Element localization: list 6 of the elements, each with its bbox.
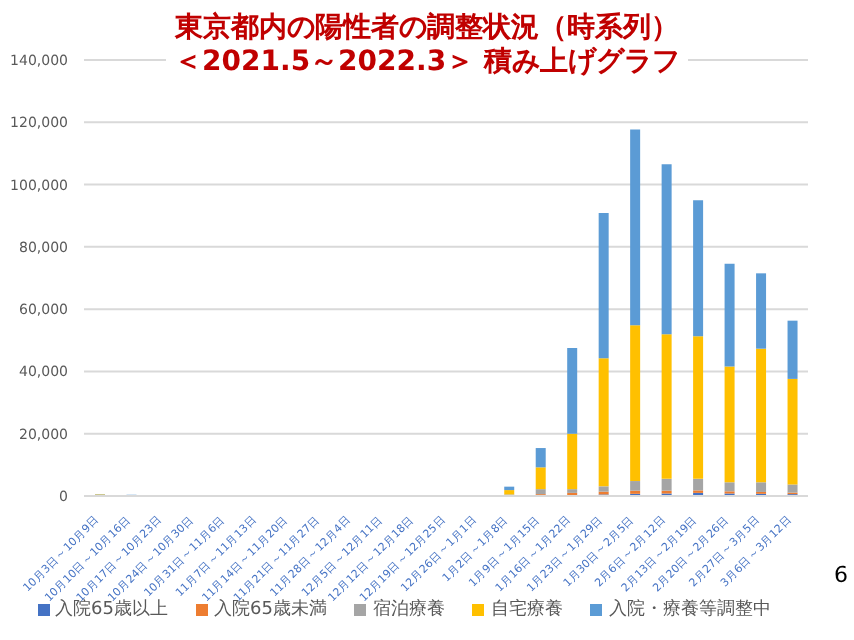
text: 6 (834, 562, 848, 588)
chart-subtitle: ＜2021.5～2022.3＞ 積み上げグラフ (166, 46, 688, 78)
legend-label: 宿泊療養 (372, 599, 445, 622)
legend-label: 自宅療養 (490, 597, 563, 622)
legend-label: 入院・療養等調整中 (608, 597, 771, 622)
chart-title: 東京都内の陽性者の調整状況（時系列） (167, 12, 687, 44)
